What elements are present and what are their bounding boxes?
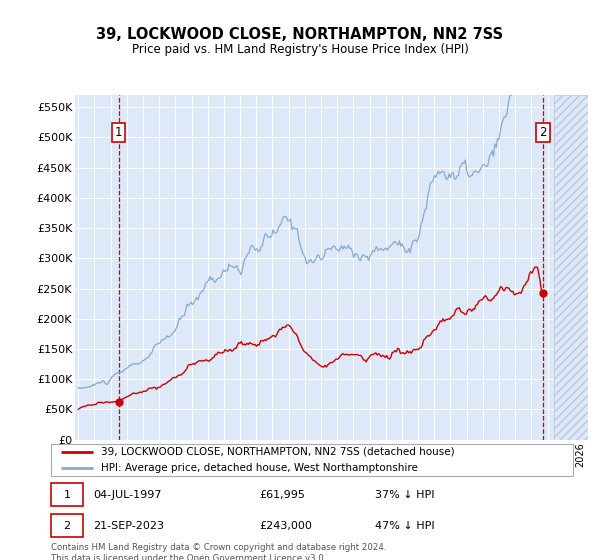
- FancyBboxPatch shape: [50, 514, 83, 537]
- Text: 1: 1: [115, 126, 122, 139]
- Text: 1: 1: [64, 490, 71, 500]
- Text: Price paid vs. HM Land Registry's House Price Index (HPI): Price paid vs. HM Land Registry's House …: [131, 43, 469, 55]
- Text: £243,000: £243,000: [259, 521, 312, 530]
- Text: 47% ↓ HPI: 47% ↓ HPI: [376, 521, 435, 530]
- Text: 39, LOCKWOOD CLOSE, NORTHAMPTON, NN2 7SS: 39, LOCKWOOD CLOSE, NORTHAMPTON, NN2 7SS: [97, 27, 503, 42]
- Text: 2: 2: [64, 521, 71, 530]
- FancyBboxPatch shape: [50, 444, 574, 476]
- Text: 04-JUL-1997: 04-JUL-1997: [93, 490, 161, 500]
- Bar: [554, 95, 588, 440]
- Text: £61,995: £61,995: [259, 490, 305, 500]
- Text: 2: 2: [539, 126, 547, 139]
- Text: 21-SEP-2023: 21-SEP-2023: [93, 521, 164, 530]
- Text: 39, LOCKWOOD CLOSE, NORTHAMPTON, NN2 7SS (detached house): 39, LOCKWOOD CLOSE, NORTHAMPTON, NN2 7SS…: [101, 447, 454, 457]
- Text: Contains HM Land Registry data © Crown copyright and database right 2024.
This d: Contains HM Land Registry data © Crown c…: [51, 543, 386, 560]
- Text: 37% ↓ HPI: 37% ↓ HPI: [376, 490, 435, 500]
- Text: HPI: Average price, detached house, West Northamptonshire: HPI: Average price, detached house, West…: [101, 464, 418, 473]
- FancyBboxPatch shape: [50, 483, 83, 506]
